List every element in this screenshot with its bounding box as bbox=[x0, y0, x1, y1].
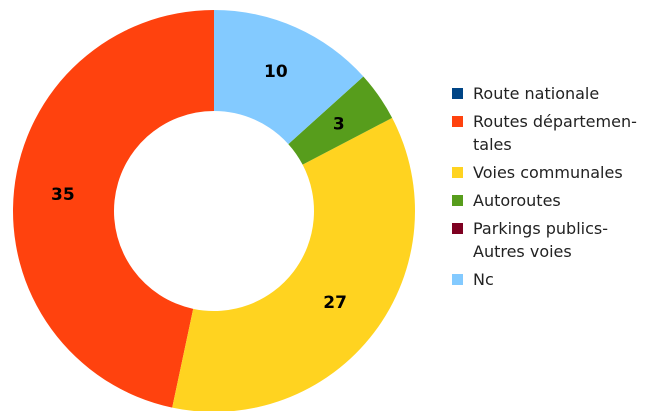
legend-label: Voies communales bbox=[473, 163, 623, 182]
chart: 35 27 3 10 bbox=[13, 10, 415, 411]
data-label: 10 bbox=[264, 62, 288, 82]
legend-label: Routes départemen- tales bbox=[473, 112, 637, 154]
legend-swatch bbox=[452, 223, 463, 234]
legend-label: Nc bbox=[473, 270, 494, 289]
donut-slice bbox=[288, 76, 393, 165]
donut-slice bbox=[214, 10, 364, 145]
data-label: 35 bbox=[51, 185, 75, 205]
legend-swatch bbox=[452, 167, 463, 178]
legend-item: Route nationale bbox=[452, 82, 637, 105]
legend-item: Autoroutes bbox=[452, 189, 637, 212]
donut-slice bbox=[288, 76, 364, 145]
legend: Route nationale Routes départemen- tales V… bbox=[452, 82, 637, 296]
legend-swatch bbox=[452, 274, 463, 285]
donut-slice bbox=[13, 10, 215, 408]
legend-swatch bbox=[452, 88, 463, 99]
legend-item: Nc bbox=[452, 268, 637, 291]
legend-item: Parkings publics- Autres voies bbox=[452, 217, 637, 263]
legend-label: Parkings publics- Autres voies bbox=[473, 219, 608, 261]
legend-label: Route nationale bbox=[473, 84, 600, 103]
legend-label: Autoroutes bbox=[473, 191, 561, 210]
legend-item: Routes départemen- tales bbox=[452, 110, 637, 156]
legend-swatch bbox=[452, 195, 463, 206]
data-label: 3 bbox=[333, 114, 345, 134]
legend-item: Voies communales bbox=[452, 161, 637, 184]
legend-swatch bbox=[452, 116, 463, 127]
donut-slice bbox=[172, 117, 415, 411]
data-label: 27 bbox=[323, 293, 347, 313]
